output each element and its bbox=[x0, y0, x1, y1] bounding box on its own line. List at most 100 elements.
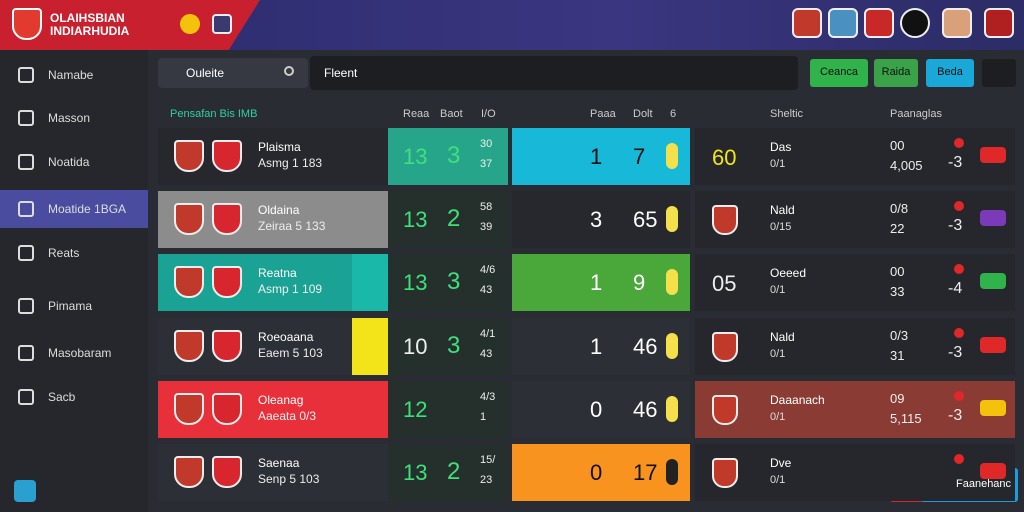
action-label[interactable]: Faanehanc bbox=[956, 478, 1012, 490]
club-cell[interactable] bbox=[695, 128, 1015, 185]
status-pill[interactable] bbox=[980, 210, 1006, 227]
goal: 3 bbox=[447, 142, 461, 169]
match-toggle[interactable] bbox=[666, 459, 678, 485]
column-header[interactable]: Pensafan Bis IMB bbox=[170, 108, 258, 120]
club-cell[interactable] bbox=[695, 191, 1015, 249]
top-icon[interactable] bbox=[828, 8, 858, 38]
match-toggle[interactable] bbox=[666, 332, 678, 359]
score: 10 bbox=[403, 333, 428, 359]
team-crest bbox=[212, 329, 242, 362]
column-header[interactable]: I/O bbox=[481, 108, 496, 120]
match-toggle[interactable] bbox=[666, 206, 678, 233]
top-icon[interactable] bbox=[942, 8, 972, 38]
toolbar-button-label[interactable]: Beda bbox=[937, 66, 963, 78]
trend: -3 bbox=[948, 343, 963, 361]
status-pill[interactable] bbox=[980, 463, 1006, 479]
stat: 43 bbox=[480, 284, 493, 297]
top-icon[interactable] bbox=[792, 8, 822, 38]
toolbar-button-label[interactable]: Raida bbox=[881, 66, 911, 78]
toolbar-button[interactable] bbox=[874, 59, 918, 87]
score-cell bbox=[388, 317, 508, 375]
logo bbox=[12, 8, 42, 40]
score: 13 bbox=[403, 270, 428, 296]
menu-button[interactable] bbox=[982, 59, 1016, 87]
stat: 37 bbox=[480, 158, 493, 170]
team-crest bbox=[174, 140, 204, 172]
column-header[interactable]: Reaa bbox=[403, 108, 430, 120]
club-cell[interactable] bbox=[695, 317, 1015, 375]
nav-icon[interactable] bbox=[18, 201, 34, 217]
top-icon[interactable] bbox=[900, 8, 930, 38]
club-cell[interactable] bbox=[695, 254, 1015, 312]
status-pill[interactable] bbox=[980, 399, 1006, 416]
nav-item[interactable]: Namabe bbox=[48, 68, 94, 82]
nav-icon[interactable] bbox=[18, 345, 34, 361]
toolbar-button-label[interactable]: Ceanca bbox=[820, 66, 858, 78]
trend: -3 bbox=[948, 406, 963, 424]
stat: 43 bbox=[480, 347, 493, 360]
club-sub: 0/15 bbox=[770, 221, 792, 234]
status-pill[interactable] bbox=[980, 336, 1006, 353]
app-title: INDIARHUDIA bbox=[50, 24, 130, 38]
nav-icon[interactable] bbox=[18, 154, 34, 170]
team-crest bbox=[212, 140, 242, 172]
club-name: Daaanach bbox=[770, 392, 825, 407]
team-name: Oldaina bbox=[258, 203, 300, 218]
column-header[interactable]: Baot bbox=[440, 108, 463, 120]
search-text[interactable]: Ouleite bbox=[186, 66, 225, 80]
toolbar-button[interactable] bbox=[810, 59, 868, 87]
top-icon[interactable] bbox=[864, 8, 894, 38]
rank: 0/8 bbox=[890, 201, 909, 217]
nav-item[interactable]: Masson bbox=[48, 111, 91, 125]
nav-item[interactable]: Pimama bbox=[48, 299, 93, 313]
club-name: Nald bbox=[770, 203, 795, 218]
club-sub: 0/1 bbox=[770, 284, 786, 297]
nav-item[interactable]: Reats bbox=[48, 246, 80, 260]
column-header[interactable]: Paaa bbox=[590, 108, 616, 120]
match-score: 1 bbox=[590, 333, 603, 359]
nav-icon[interactable] bbox=[18, 245, 34, 261]
score-cell bbox=[388, 444, 508, 501]
nav-item[interactable]: Moatide 1BGA bbox=[48, 202, 127, 216]
club-crest bbox=[712, 205, 738, 236]
nav-icon[interactable] bbox=[18, 298, 34, 314]
score: 12 bbox=[403, 396, 428, 422]
column-header[interactable]: Dolt bbox=[633, 108, 653, 120]
column-header[interactable]: 6 bbox=[670, 108, 677, 120]
club-cell[interactable] bbox=[695, 444, 1015, 501]
club-cell[interactable] bbox=[695, 380, 1015, 438]
rank-value: 5,115 bbox=[890, 410, 922, 426]
sidebar bbox=[0, 50, 148, 512]
top-icon[interactable] bbox=[984, 8, 1014, 38]
team-sub: Asmg 1 183 bbox=[258, 156, 323, 170]
column-header[interactable]: Paanaglas bbox=[890, 108, 942, 120]
stat: 4/6 bbox=[480, 264, 496, 277]
score-cell bbox=[388, 380, 508, 438]
badge bbox=[212, 14, 232, 34]
nav-item[interactable]: Masobaram bbox=[48, 346, 112, 360]
match-toggle[interactable] bbox=[666, 269, 678, 296]
nav-icon[interactable] bbox=[18, 67, 34, 83]
team-name: Oleanag bbox=[258, 392, 304, 407]
nav-item[interactable]: Sacb bbox=[48, 390, 76, 404]
club-lead: 60 bbox=[712, 145, 737, 170]
match-toggle[interactable] bbox=[666, 395, 678, 422]
status-pill[interactable] bbox=[980, 147, 1006, 163]
nav-item[interactable]: Noatida bbox=[48, 155, 90, 169]
match-score: 46 bbox=[633, 333, 658, 359]
match-toggle[interactable] bbox=[666, 143, 678, 169]
trend-marker bbox=[954, 138, 964, 148]
trend-marker bbox=[954, 454, 964, 464]
nav-icon[interactable] bbox=[18, 389, 34, 405]
team-crest bbox=[174, 203, 204, 236]
score: 13 bbox=[403, 460, 428, 485]
rank-value: 4,005 bbox=[890, 158, 923, 173]
match-cell bbox=[512, 128, 690, 185]
score-cell bbox=[388, 128, 508, 185]
filter-text[interactable]: Fleent bbox=[324, 66, 358, 80]
status-pill[interactable] bbox=[980, 273, 1006, 290]
column-header[interactable]: Sheltic bbox=[770, 108, 804, 120]
toolbar-button[interactable] bbox=[926, 59, 974, 87]
nav-icon[interactable] bbox=[18, 110, 34, 126]
search-box[interactable] bbox=[158, 58, 308, 88]
